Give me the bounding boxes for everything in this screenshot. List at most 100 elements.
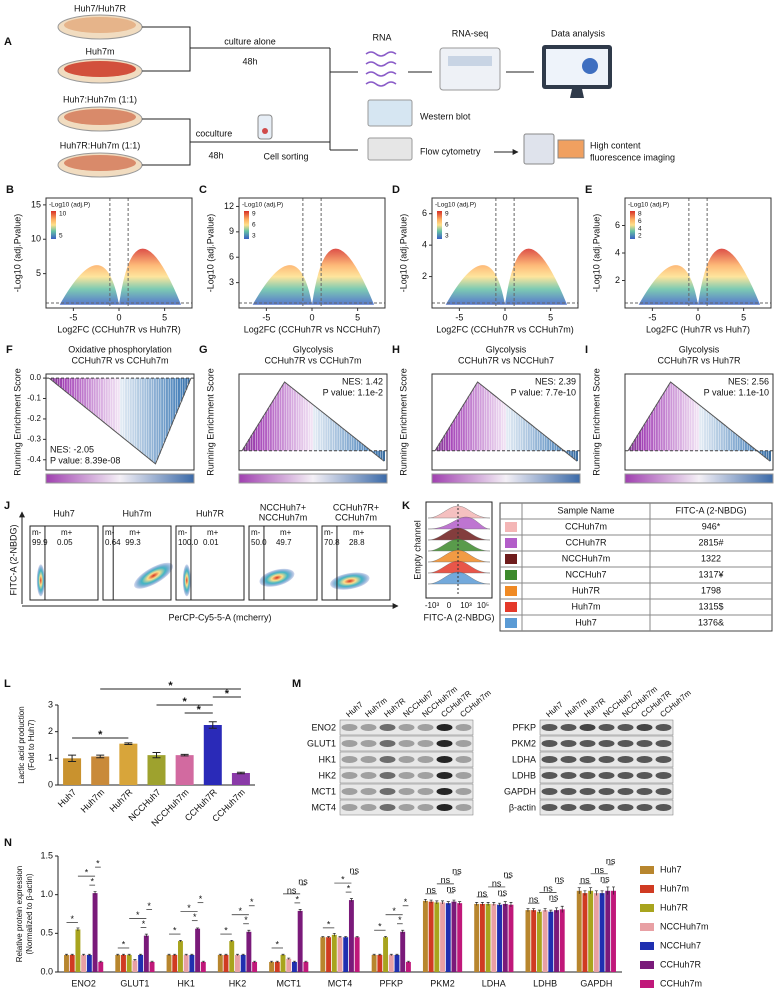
blot-band [360, 740, 377, 747]
error-bar [196, 927, 200, 930]
blot-band [617, 804, 634, 811]
x-axis-label: FITC-A (2-NBDG) [424, 612, 495, 622]
error-bar [594, 890, 598, 896]
bar [531, 910, 537, 972]
y-tick-label: -0.2 [27, 414, 41, 423]
bar [175, 755, 194, 785]
bar [91, 756, 110, 785]
blot-band [560, 788, 577, 795]
error-bar [332, 932, 336, 937]
color-swatch [505, 522, 517, 532]
error-bar [124, 742, 133, 745]
table-cell: Huh7 [575, 617, 597, 627]
error-bar [384, 936, 388, 938]
blot-band [379, 772, 396, 779]
gate-label: m+ [207, 528, 219, 537]
blot-strip [339, 783, 474, 800]
step-label: 48h [242, 56, 257, 66]
bar [354, 937, 360, 972]
protein-label: β-actin [509, 802, 536, 812]
plot-title: Glycolysis [486, 344, 527, 354]
bar [548, 911, 554, 972]
panel-label: G [199, 344, 208, 356]
blot-band [379, 804, 396, 811]
bar [536, 911, 542, 972]
bar [400, 931, 406, 972]
table-cell: 1315$ [698, 601, 723, 611]
error-bar [184, 953, 188, 956]
error-bar [537, 909, 541, 914]
significance-label: ns [446, 884, 456, 894]
flow-icon [367, 137, 413, 161]
gate-value: 99.3 [125, 538, 141, 547]
x-tick-label: 5 [355, 312, 360, 322]
protein-label: LDHA [512, 754, 536, 764]
error-bar [218, 953, 222, 956]
volcano-cloud [252, 248, 375, 305]
error-bar [429, 899, 433, 904]
error-bar [127, 953, 131, 956]
bar [337, 937, 343, 972]
protein-label: ENO2 [311, 722, 336, 732]
bar [274, 961, 280, 972]
table-cell: CCHuh7m [565, 521, 607, 531]
legend-label: Huh7R [660, 902, 689, 912]
significance-label: ns [287, 885, 297, 895]
error-bar [583, 890, 587, 896]
table-cell: 1317¥ [698, 569, 724, 579]
panel-label: H [392, 344, 400, 356]
table-cell: Huh7m [571, 601, 600, 611]
legend-tick-label: 4 [638, 225, 642, 232]
histogram-ridge [427, 571, 491, 585]
y-axis-label: Relative protein expression [15, 866, 24, 963]
significance-label: * [392, 906, 396, 916]
blot-band [579, 724, 596, 731]
legend-label: CCHuh7R [660, 959, 702, 969]
blot-band [436, 756, 453, 763]
x-tick-label: 0 [695, 312, 700, 322]
bar [451, 901, 457, 972]
error-bar [498, 902, 502, 907]
imager-icon [557, 139, 585, 159]
error-bar [152, 751, 161, 759]
nes-label: NES: 2.39 [535, 376, 576, 386]
error-bar [480, 902, 484, 906]
protein-label: GAPDH [504, 786, 536, 796]
x-tick-label: Huh7 [56, 787, 78, 809]
step-label: coculture [196, 128, 233, 138]
blot-band [579, 804, 596, 811]
blot-band [417, 772, 434, 779]
blot-band [598, 740, 615, 747]
significance-label: ns [529, 895, 539, 905]
significance-label: * [90, 876, 94, 886]
significance-label: ns [426, 885, 436, 895]
bar [525, 910, 531, 972]
blot-band [560, 772, 577, 779]
cell-icon [262, 128, 268, 134]
y-axis-label: (Fold to Huh7) [27, 719, 36, 770]
x-tick-label: 5 [548, 312, 553, 322]
error-bar [532, 908, 536, 912]
x-axis-label: PerCP-Cy5-5-A (mcherry) [168, 612, 271, 622]
step-label: 48h [208, 150, 223, 160]
blot-band [417, 724, 434, 731]
histogram-ridge [427, 549, 491, 563]
error-bar [275, 960, 279, 963]
error-bar [76, 927, 80, 932]
legend-swatch [640, 942, 654, 950]
protein-label: LDHB [512, 770, 536, 780]
table-cell: Huh7R [572, 585, 601, 595]
blot-band [417, 804, 434, 811]
blot-band [617, 740, 634, 747]
bar [86, 954, 92, 972]
bar [231, 773, 250, 785]
blot-band [541, 756, 558, 763]
protein-label: PFKP [512, 722, 536, 732]
blot-band [655, 772, 672, 779]
y-tick-label: 2 [48, 726, 53, 736]
lane-label: Huh7 [344, 700, 365, 720]
significance-label: * [239, 906, 243, 916]
x-tick-label: HK2 [229, 978, 247, 988]
flow-title: Huh7m [122, 508, 151, 518]
flow-title: CCHuh7R+ [333, 502, 379, 512]
